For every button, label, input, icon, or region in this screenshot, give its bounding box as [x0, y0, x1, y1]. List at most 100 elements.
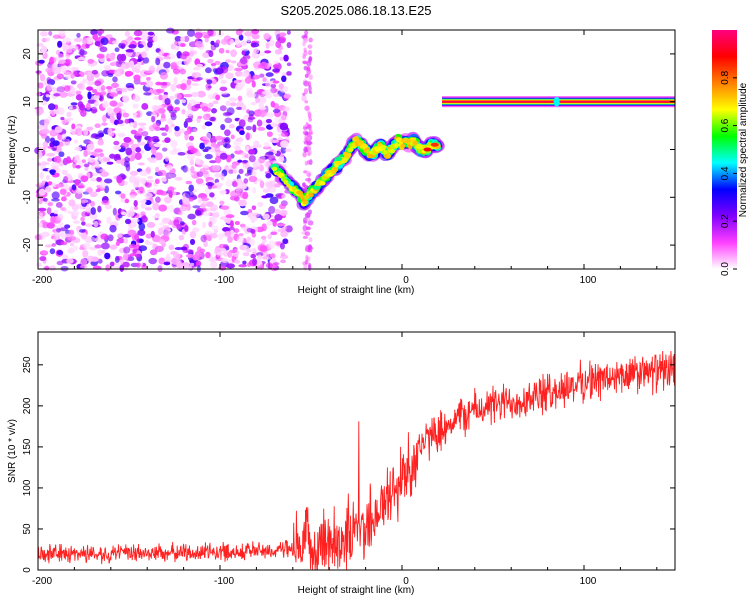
heatmap-cell	[238, 199, 247, 207]
heatmap-cell	[42, 141, 49, 149]
heatmap-cell	[250, 253, 256, 259]
heatmap-cell	[253, 212, 260, 218]
heatmap-cell	[189, 231, 197, 239]
heatmap-cell	[258, 264, 264, 270]
heatmap-cell	[196, 90, 206, 98]
heatmap-cell	[160, 81, 168, 86]
heatmap-cell	[264, 50, 272, 54]
heatmap-cell	[268, 205, 276, 214]
heatmap-cell	[278, 32, 287, 37]
heatmap-cell	[202, 221, 207, 229]
heatmap-cell	[245, 125, 253, 131]
heatmap-cell	[235, 29, 243, 36]
heatmap-cell	[104, 66, 111, 71]
heatmap-cell	[272, 80, 280, 84]
heatmap-cell	[149, 249, 158, 256]
heatmap-cell	[109, 261, 115, 267]
heatmap-cell	[161, 177, 167, 182]
heatmap-cell	[305, 177, 311, 182]
heatmap-cell	[380, 145, 387, 150]
heatmap-cell	[139, 200, 147, 204]
heatmap-cell	[286, 41, 292, 49]
heatmap-cell	[270, 253, 276, 259]
heatmap-cell	[38, 59, 45, 64]
heatmap-cell	[100, 242, 110, 250]
heatmap-cell	[262, 238, 267, 244]
heatmap-cell	[224, 59, 232, 63]
heatmap-cell	[90, 207, 97, 215]
heatmap-cell	[75, 128, 83, 136]
heatmap-cell	[43, 123, 48, 130]
heatmap-cell	[56, 260, 64, 266]
heatmap-cell	[225, 100, 231, 107]
heatmap-cell	[157, 169, 167, 177]
heatmap-cell	[158, 239, 166, 245]
heatmap-cell	[217, 233, 224, 241]
heatmap-cell	[187, 213, 196, 220]
heatmap-cell	[207, 58, 214, 64]
heatmap-cell	[261, 91, 268, 95]
heatmap-cell	[174, 45, 180, 51]
heatmap-cell	[35, 183, 44, 188]
heatmap-cell	[169, 173, 177, 178]
heatmap-cell	[63, 176, 69, 183]
heatmap-cell	[183, 35, 190, 43]
heatmap-cell	[205, 182, 215, 187]
heatmap-cell	[220, 91, 229, 95]
heatmap-cell	[225, 72, 234, 80]
heatmap-cell	[61, 169, 68, 175]
heatmap-cell	[255, 97, 260, 104]
heatmap-cell	[430, 142, 439, 147]
heatmap-cell	[144, 192, 153, 199]
heatmap-cell	[171, 257, 179, 265]
heatmap-cell	[185, 253, 194, 258]
heatmap-cell	[308, 192, 314, 198]
heatmap-cell	[257, 144, 262, 148]
heatmap-cell	[170, 83, 177, 92]
heatmap-cell	[303, 47, 307, 53]
heatmap-cell	[210, 232, 218, 239]
heatmap-cell	[272, 150, 278, 154]
heatmap-cell	[225, 49, 230, 54]
heatmap-cell	[80, 199, 86, 204]
heatmap-cell	[303, 37, 308, 44]
heatmap-cell	[186, 78, 192, 86]
heatmap-cell	[194, 58, 201, 66]
heatmap-cell	[228, 97, 238, 102]
y-tick-label: 10	[22, 96, 33, 108]
heatmap-cell	[228, 169, 234, 174]
heatmap-cell	[41, 100, 47, 106]
heatmap-cell	[138, 222, 146, 231]
heatmap-cell	[85, 37, 94, 45]
heatmap-cell	[56, 49, 61, 56]
heatmap-cell	[37, 82, 44, 89]
heatmap-cell	[95, 165, 101, 169]
heatmap-cell	[279, 56, 284, 61]
heatmap-cell	[155, 166, 160, 173]
heatmap-cell	[81, 221, 86, 226]
colorbar-ticks: 0.0 0.2 0.4 0.6 0.8	[720, 70, 737, 276]
heatmap-cell	[115, 241, 120, 247]
heatmap-cell	[308, 37, 313, 43]
heatmap-cell	[114, 47, 120, 53]
heatmap-cell	[73, 139, 79, 144]
heatmap-cell	[46, 207, 52, 215]
heatmap-cell	[333, 166, 338, 172]
heatmap-cell	[320, 181, 326, 186]
heatmap-cell	[238, 34, 244, 41]
heatmap-cell	[39, 73, 46, 82]
heatmap-cell	[135, 68, 141, 74]
heatmap-cell	[303, 263, 308, 271]
heatmap-cell	[259, 164, 264, 172]
heatmap-cell	[182, 196, 191, 205]
heatmap-cell	[101, 122, 108, 126]
heatmap-cell	[93, 153, 101, 157]
y-tick-label: -10	[22, 190, 33, 205]
heatmap-cell	[137, 162, 145, 166]
heatmap-cell	[279, 242, 285, 250]
heatmap-cell	[83, 128, 89, 137]
heatmap-cell	[94, 80, 102, 87]
heatmap-cell	[177, 152, 186, 156]
heatmap-cell	[104, 252, 111, 260]
heatmap-cell	[51, 198, 60, 202]
